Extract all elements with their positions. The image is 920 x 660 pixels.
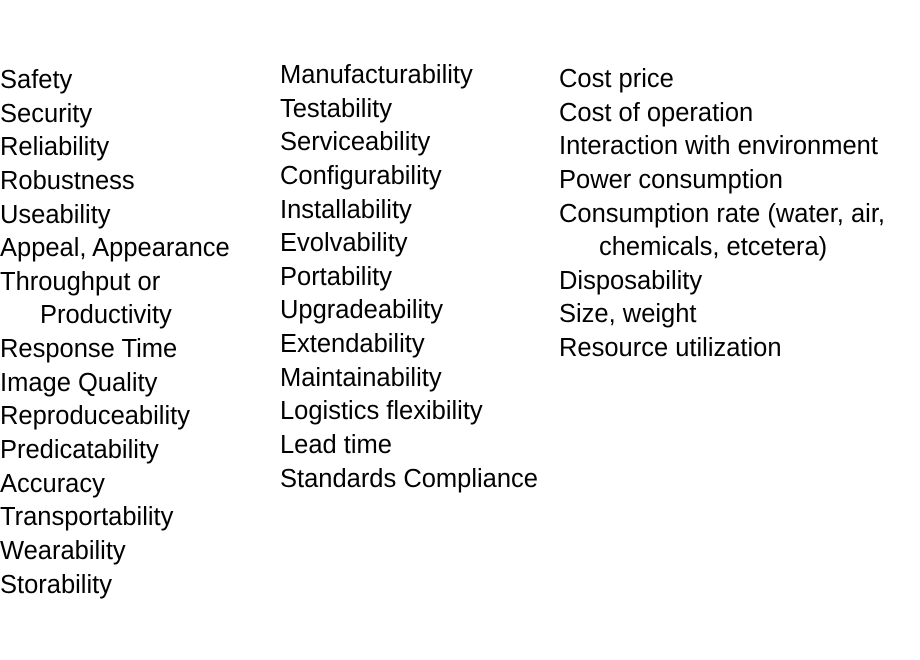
list-item: Power consumption <box>559 165 783 194</box>
list-item: Testability <box>280 94 392 123</box>
list-item: Disposability <box>559 266 703 295</box>
list-item: Productivity <box>40 301 172 330</box>
list-item: Maintainability <box>280 363 442 392</box>
list-item: Cost price <box>559 65 674 93</box>
list-item: Logistics flexibility <box>280 397 483 426</box>
list-item: Resource utilization <box>559 334 782 363</box>
list-item: Configurability <box>280 161 442 190</box>
list-item: Manufacturability <box>280 61 473 89</box>
column: Safety Security Reliability Robustness Useab… <box>0 64 230 602</box>
list-item: Extendability <box>280 330 425 359</box>
list-item: Lead time <box>280 431 392 460</box>
list-item: Predicatability <box>0 436 159 465</box>
list-item: Throughput or <box>0 267 161 296</box>
list-item: Safety <box>0 66 73 94</box>
list-item: Evolvability <box>280 229 408 258</box>
list-item: chemicals, etcetera) <box>599 233 828 262</box>
column: Manufacturability Testability Serviceabili… <box>280 59 538 496</box>
list-item: Standards Compliance <box>280 464 538 493</box>
list-item: Portability <box>280 262 392 291</box>
list-item: Image Quality <box>0 368 158 397</box>
list-item: Reproduceability <box>0 402 190 431</box>
list-item: Upgradeability <box>280 296 444 325</box>
list-item: Transportability <box>0 503 174 532</box>
list-item: Accuracy <box>0 469 105 498</box>
list-item: Interaction with environment <box>559 132 878 161</box>
column: Cost price Cost of operation Interaction w… <box>559 63 885 366</box>
list-item: Reliability <box>0 133 110 162</box>
list-item: Consumption rate (water, air, <box>559 199 885 228</box>
list-item: Installability <box>280 195 412 224</box>
list-item: Cost of operation <box>559 98 754 127</box>
list-item: Appeal, Appearance <box>0 234 230 263</box>
list-item: Useability <box>0 200 111 229</box>
list-item: Security <box>0 99 93 128</box>
list-item: Storability <box>0 570 112 599</box>
list-item: Response Time <box>0 335 178 364</box>
list-item: Size, weight <box>559 300 697 329</box>
list-item: Robustness <box>0 166 135 195</box>
list-item: Wearability <box>0 536 126 565</box>
list-item: Serviceability <box>280 128 431 157</box>
